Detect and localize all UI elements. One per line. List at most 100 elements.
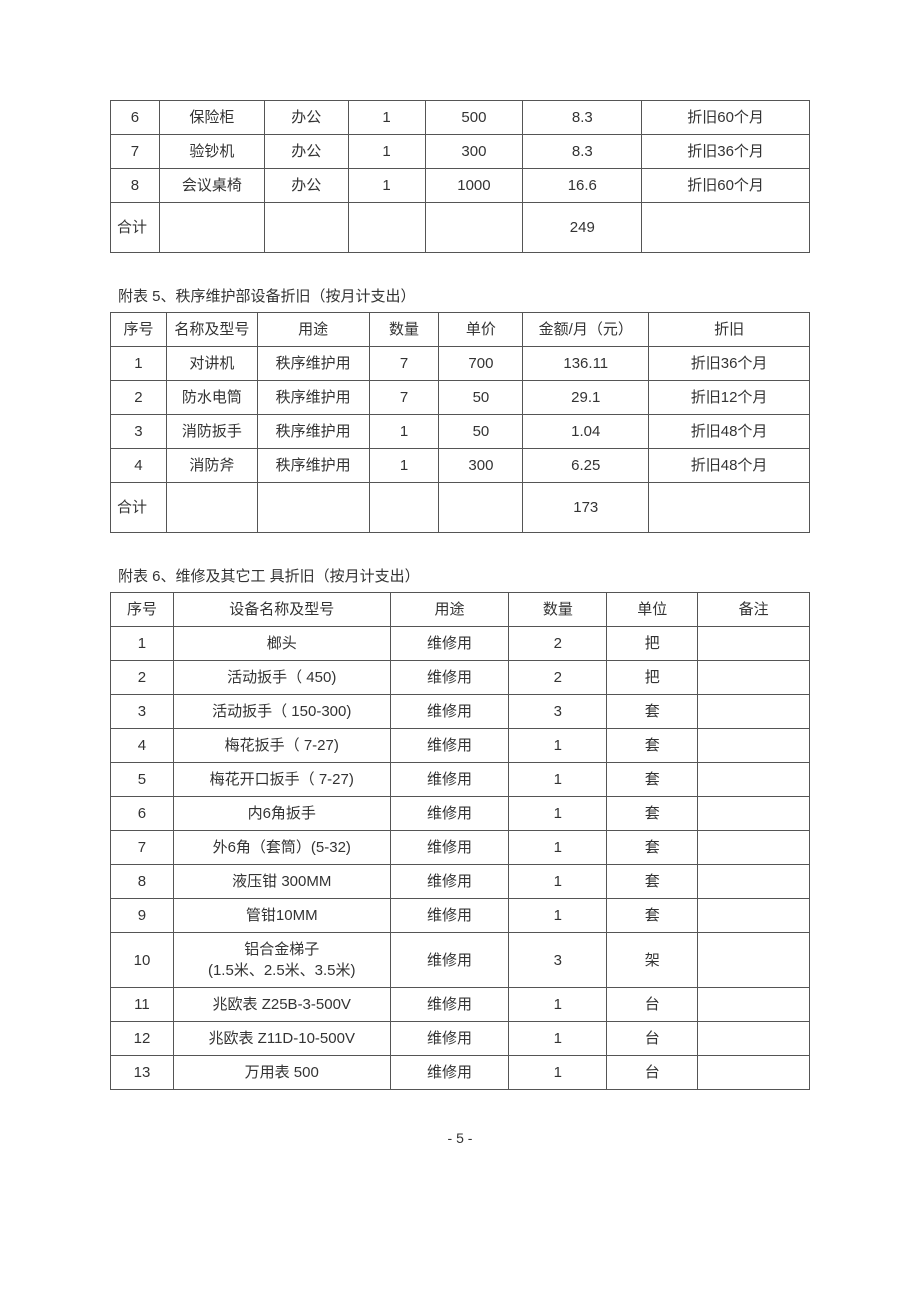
table-cell: 消防斧 xyxy=(166,449,257,483)
table-cell: 对讲机 xyxy=(166,347,257,381)
table-cell: 6.25 xyxy=(523,449,649,483)
total-value: 173 xyxy=(523,483,649,533)
table-cell: 维修用 xyxy=(390,695,509,729)
table-cell xyxy=(257,483,369,533)
table-cell: 1 xyxy=(111,627,174,661)
table-cell: 7 xyxy=(111,831,174,865)
table-cell: 套 xyxy=(607,763,698,797)
table5-caption: 附表 5、秩序维护部设备折旧（按月计支出） xyxy=(110,281,810,312)
table6-caption: 附表 6、维修及其它工 具折旧（按月计支出） xyxy=(110,561,810,592)
table-cell: 1 xyxy=(369,415,439,449)
table-row: 6保险柜办公15008.3折旧60个月 xyxy=(111,101,810,135)
table-cell: 秩序维护用 xyxy=(257,381,369,415)
table-cell: 3 xyxy=(111,695,174,729)
table-row: 2活动扳手（ 450)维修用2把 xyxy=(111,661,810,695)
table-row: 5梅花开口扳手（ 7-27)维修用1套 xyxy=(111,763,810,797)
table-row: 7外6角（套筒）(5-32)维修用1套 xyxy=(111,831,810,865)
table-header-cell: 序号 xyxy=(111,313,167,347)
table-cell: 榔头 xyxy=(173,627,390,661)
page-number: - 5 - xyxy=(110,1130,810,1146)
table-cell: 套 xyxy=(607,695,698,729)
table-cell: 2 xyxy=(509,627,607,661)
table-cell: 维修用 xyxy=(390,988,509,1022)
table-cell: 维修用 xyxy=(390,865,509,899)
table-row: 10铝合金梯子(1.5米、2.5米、3.5米)维修用3架 xyxy=(111,933,810,988)
table-cell: 秩序维护用 xyxy=(257,347,369,381)
table-cell: 1 xyxy=(348,169,425,203)
table-header-cell: 折旧 xyxy=(649,313,810,347)
table-cell: 维修用 xyxy=(390,797,509,831)
table-row: 6内6角扳手维修用1套 xyxy=(111,797,810,831)
table-cell: 万用表 500 xyxy=(173,1056,390,1090)
table-cell: 折旧12个月 xyxy=(649,381,810,415)
table-cell xyxy=(166,483,257,533)
table-cell: 2 xyxy=(509,661,607,695)
table-cell: 兆欧表 Z11D-10-500V xyxy=(173,1022,390,1056)
table-cell: 台 xyxy=(607,1056,698,1090)
table-cell: 2 xyxy=(111,381,167,415)
table-cell xyxy=(698,797,810,831)
table-cell: 维修用 xyxy=(390,627,509,661)
table-cell: 1 xyxy=(509,899,607,933)
table-cell: 50 xyxy=(439,415,523,449)
table-cell: 办公 xyxy=(264,135,348,169)
table-cell: 12 xyxy=(111,1022,174,1056)
table-cell xyxy=(649,483,810,533)
table-cell: 梅花扳手（ 7-27) xyxy=(173,729,390,763)
table-cell: 套 xyxy=(607,865,698,899)
table-cell: 套 xyxy=(607,797,698,831)
table-cell: 7 xyxy=(111,135,160,169)
table-cell: 维修用 xyxy=(390,933,509,988)
table-cell: 300 xyxy=(439,449,523,483)
table-header-row: 序号设备名称及型号用途数量单位备注 xyxy=(111,593,810,627)
total-label: 合计 xyxy=(111,483,167,533)
table-cell: 5 xyxy=(111,763,174,797)
table-cell: 6 xyxy=(111,101,160,135)
table-cell: 梅花开口扳手（ 7-27) xyxy=(173,763,390,797)
table-cell xyxy=(698,988,810,1022)
table-header-cell: 金额/月（元） xyxy=(523,313,649,347)
table-cell: 保险柜 xyxy=(159,101,264,135)
table-header-cell: 单位 xyxy=(607,593,698,627)
table-row: 4梅花扳手（ 7-27)维修用1套 xyxy=(111,729,810,763)
table-cell: 6 xyxy=(111,797,174,831)
table-cell xyxy=(425,203,523,253)
table-header-cell: 数量 xyxy=(509,593,607,627)
table-cell: 铝合金梯子(1.5米、2.5米、3.5米) xyxy=(173,933,390,988)
table-cell: 2 xyxy=(111,661,174,695)
table-cell: 外6角（套筒）(5-32) xyxy=(173,831,390,865)
table-row: 8会议桌椅办公1100016.6折旧60个月 xyxy=(111,169,810,203)
table-cell: 兆欧表 Z25B-3-500V xyxy=(173,988,390,1022)
table-cell: 4 xyxy=(111,449,167,483)
table-cell: 1 xyxy=(509,729,607,763)
table-cell: 50 xyxy=(439,381,523,415)
table-cell: 1 xyxy=(348,101,425,135)
table-cell: 验钞机 xyxy=(159,135,264,169)
table-cell: 把 xyxy=(607,661,698,695)
table-cell xyxy=(264,203,348,253)
table-row: 12兆欧表 Z11D-10-500V维修用1台 xyxy=(111,1022,810,1056)
table-cell: 折旧60个月 xyxy=(642,169,810,203)
table-cell: 3 xyxy=(509,933,607,988)
table-cell xyxy=(159,203,264,253)
table-row: 1榔头维修用2把 xyxy=(111,627,810,661)
table-cell xyxy=(698,1022,810,1056)
table-header-cell: 用途 xyxy=(390,593,509,627)
table-cell: 折旧48个月 xyxy=(649,415,810,449)
table-row: 9管钳10MM维修用1套 xyxy=(111,899,810,933)
table-cell: 1 xyxy=(111,347,167,381)
table-header-cell: 数量 xyxy=(369,313,439,347)
table-cell: 维修用 xyxy=(390,899,509,933)
table-cell: 液压钳 300MM xyxy=(173,865,390,899)
table-cell: 活动扳手（ 450) xyxy=(173,661,390,695)
table-cell: 活动扳手（ 150-300) xyxy=(173,695,390,729)
table-cell: 会议桌椅 xyxy=(159,169,264,203)
table-cell: 1 xyxy=(509,1056,607,1090)
table-cell: 3 xyxy=(111,415,167,449)
table-cell: 7 xyxy=(369,381,439,415)
table-cell: 维修用 xyxy=(390,763,509,797)
table-cell: 1 xyxy=(348,135,425,169)
table-cell: 8 xyxy=(111,169,160,203)
table-cell xyxy=(642,203,810,253)
table-cell: 消防扳手 xyxy=(166,415,257,449)
